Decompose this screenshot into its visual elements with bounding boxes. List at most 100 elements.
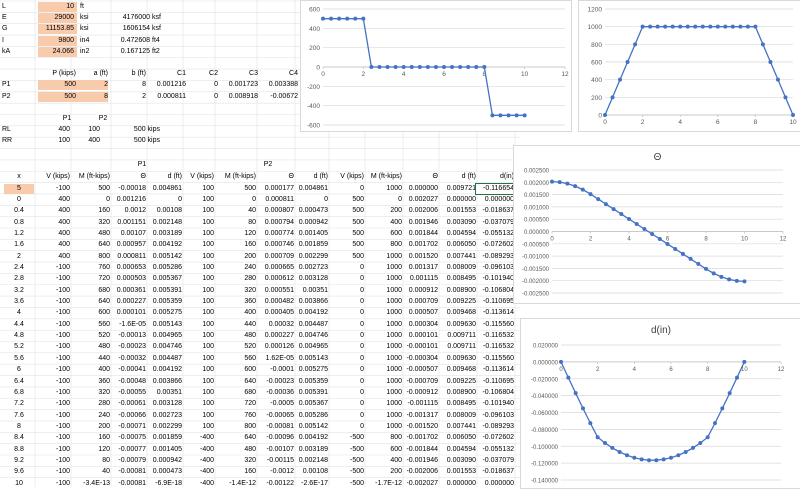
table-cell[interactable]: 1000 (386, 422, 402, 430)
table-cell[interactable]: 0.004965 (298, 343, 328, 351)
table-cell[interactable]: 0.000811 (265, 195, 294, 203)
table-cell[interactable]: -0.116654 (475, 182, 515, 195)
table-cell[interactable]: -0.018637 (482, 468, 514, 476)
x-cell[interactable]: 6 (17, 366, 21, 374)
table-cell[interactable]: 0.009721 (446, 184, 476, 192)
table-cell[interactable]: 0.001553 (446, 468, 476, 476)
table-cell[interactable]: 0.003128 (152, 400, 182, 408)
table-header[interactable]: M (ft-kips) (78, 173, 110, 181)
param-converted-unit[interactable] (152, 2, 182, 12)
table-cell[interactable]: 800 (244, 422, 256, 430)
table-cell[interactable]: -100 (55, 366, 70, 374)
table-header[interactable]: M (ft-kips) (224, 173, 256, 181)
table-cell[interactable]: 800 (98, 252, 110, 260)
table-cell[interactable]: 0 (360, 354, 364, 362)
table-cell[interactable]: 240 (98, 411, 110, 419)
table-cell[interactable]: 0.000473 (152, 468, 182, 476)
table-cell[interactable]: -500 (349, 434, 364, 442)
table-cell[interactable]: -0.000101 (406, 343, 438, 351)
table-cell[interactable]: -100 (55, 354, 70, 362)
load-cell[interactable]: 8 (142, 81, 146, 89)
table-cell[interactable]: 480 (98, 229, 110, 237)
table-cell[interactable]: 520 (244, 343, 256, 351)
table-cell[interactable]: 500 (352, 218, 364, 226)
table-cell[interactable]: -500 (349, 445, 364, 453)
group-label-p2[interactable]: P2 (263, 161, 273, 168)
table-cell[interactable]: -0.113614 (482, 309, 514, 317)
load-label[interactable]: P2 (2, 92, 11, 100)
table-cell[interactable]: 0.009711 (447, 332, 476, 340)
table-cell[interactable]: 500 (352, 241, 364, 249)
param-converted[interactable]: 0.167125 (120, 47, 150, 55)
table-cell[interactable]: 0 (360, 286, 364, 294)
table-cell[interactable]: 0 (360, 343, 364, 351)
table-cell[interactable]: -1.7E-12 (375, 479, 402, 487)
table-cell[interactable]: 1000 (386, 264, 402, 271)
table-cell[interactable]: 0.009630 (446, 354, 476, 362)
table-cell[interactable]: 100 (202, 298, 214, 306)
table-cell[interactable]: 480 (244, 445, 256, 453)
reaction-label[interactable]: RL (2, 126, 11, 134)
table-cell[interactable]: 1000 (386, 400, 402, 408)
table-cell[interactable]: 600 (390, 229, 402, 237)
param-value[interactable]: 29000 (38, 13, 77, 24)
table-cell[interactable]: -100 (55, 320, 70, 328)
table-cell[interactable]: 0.005275 (152, 309, 182, 317)
table-cell[interactable]: 0 (360, 275, 364, 283)
table-cell[interactable]: 600 (390, 445, 402, 453)
table-cell[interactable]: 1000 (386, 377, 402, 385)
table-cell[interactable]: 100 (202, 411, 214, 419)
table-cell[interactable]: 500 (98, 184, 110, 192)
table-cell[interactable]: 0.008495 (446, 400, 476, 408)
table-cell[interactable]: 0.002723 (152, 411, 182, 419)
table-cell[interactable]: -0.001946 (406, 456, 438, 464)
param-label[interactable]: L (2, 3, 6, 10)
table-cell[interactable]: 100 (202, 400, 214, 408)
table-cell[interactable]: -500 (349, 456, 364, 464)
table-cell[interactable]: 0.004487 (152, 354, 182, 362)
table-cell[interactable]: 0.000653 (116, 264, 146, 271)
table-cell[interactable]: -0.00055 (118, 388, 146, 396)
table-cell[interactable]: 1000 (386, 354, 402, 362)
table-cell[interactable]: 100 (202, 343, 214, 351)
x-cell[interactable]: 0 (17, 195, 21, 203)
table-cell[interactable]: 0.005359 (152, 298, 182, 306)
table-cell[interactable]: 680 (244, 388, 256, 396)
table-cell[interactable]: 0.001405 (152, 445, 182, 453)
loads-header[interactable]: C3 (249, 70, 258, 78)
table-cell[interactable]: 0.003128 (298, 275, 328, 283)
table-cell[interactable]: 1000 (386, 309, 402, 317)
table-cell[interactable]: 0.005142 (298, 422, 328, 430)
table-cell[interactable]: -2.6E-17 (301, 479, 328, 487)
table-cell[interactable]: -0.00071 (118, 422, 146, 430)
table-cell[interactable]: 0.004192 (298, 309, 328, 317)
table-cell[interactable]: -0.116532 (482, 343, 514, 351)
table-cell[interactable]: 640 (98, 241, 110, 249)
table-cell[interactable]: 1000 (386, 252, 402, 260)
table-cell[interactable]: 0.009630 (446, 320, 476, 328)
table-cell[interactable]: 0.004192 (152, 241, 182, 249)
table-cell[interactable]: 0.003189 (152, 229, 182, 237)
x-cell[interactable]: 3.6 (14, 298, 24, 306)
reactions-header[interactable]: P1 (62, 115, 72, 122)
table-header[interactable]: d (ft) (313, 173, 328, 181)
table-cell[interactable]: 1000 (386, 388, 402, 396)
table-cell[interactable]: 360 (98, 377, 110, 385)
table-cell[interactable]: 200 (390, 207, 402, 215)
table-cell[interactable]: 0.000101 (116, 309, 146, 317)
table-cell[interactable]: 0.004487 (298, 320, 328, 328)
table-cell[interactable]: 0.000612 (264, 275, 294, 283)
table-cell[interactable]: -400 (199, 456, 214, 464)
table-cell[interactable]: -500 (349, 468, 364, 476)
table-cell[interactable]: 0.005359 (298, 377, 328, 385)
table-cell[interactable]: 100 (202, 264, 214, 271)
table-cell[interactable]: 0.002148 (152, 218, 182, 226)
param-label[interactable]: E (2, 14, 7, 22)
reaction-cell[interactable]: 100 (58, 137, 70, 145)
table-header[interactable]: Θ (288, 173, 294, 181)
table-cell[interactable]: -0.00066 (118, 411, 146, 419)
table-cell[interactable]: 1000 (386, 320, 402, 328)
table-cell[interactable]: 0.000126 (264, 343, 294, 351)
table-cell[interactable]: 1000 (386, 332, 402, 340)
table-cell[interactable]: -0.00096 (266, 434, 294, 442)
